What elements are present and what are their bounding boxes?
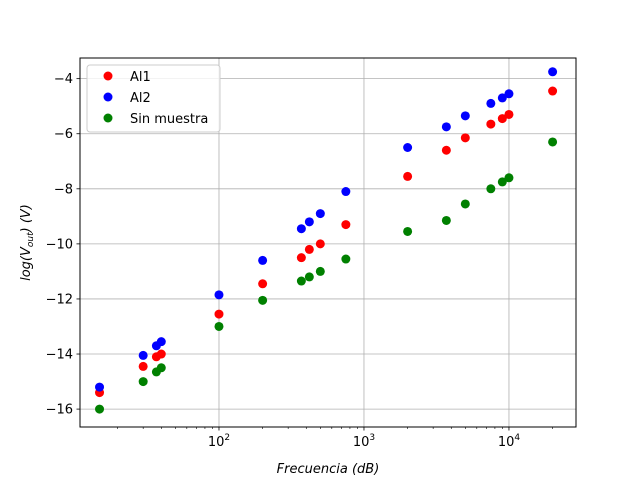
- data-point: [497, 114, 507, 124]
- y-tick-label: −8: [54, 182, 73, 197]
- data-point: [548, 67, 558, 77]
- legend: Al1 Al2 Sin muestra: [86, 64, 221, 133]
- x-axis-label: Frecuencia (dB): [277, 462, 380, 477]
- series-al2: [95, 67, 558, 392]
- data-point: [403, 142, 413, 152]
- x-tick-label: 103: [353, 433, 375, 450]
- data-point: [138, 350, 148, 360]
- data-point: [460, 199, 470, 209]
- data-point: [403, 226, 413, 236]
- legend-entries: Al1 Al2 Sin muestra: [103, 70, 208, 127]
- data-point: [486, 119, 496, 129]
- data-point: [486, 98, 496, 108]
- data-point: [504, 173, 514, 183]
- data-point: [156, 337, 166, 347]
- data-point: [504, 89, 514, 99]
- x-axis-label-unit: (dB): [352, 462, 379, 477]
- data-point: [214, 321, 224, 331]
- legend-label: Al1: [130, 70, 151, 85]
- x-tick-label: 104: [498, 433, 521, 450]
- data-point: [460, 133, 470, 143]
- data-point: [304, 272, 314, 282]
- legend-marker: [103, 71, 113, 81]
- plot-area-frame: [79, 57, 577, 428]
- data-point: [156, 349, 166, 359]
- data-point: [296, 224, 306, 234]
- data-point: [214, 290, 224, 300]
- data-point: [296, 253, 306, 263]
- data-point: [156, 363, 166, 373]
- legend-box: [86, 64, 221, 133]
- y-tick-label: −6: [54, 127, 73, 142]
- data-point: [441, 122, 451, 132]
- data-point: [497, 177, 507, 187]
- axis-ticks: 102 103 104 −16 −14 −12 −10 −8 −6 −4: [46, 72, 553, 450]
- data-point: [315, 209, 325, 219]
- y-axis-label-suffix: ) (V): [19, 204, 34, 233]
- y-tick-label: −14: [46, 348, 73, 363]
- data-point: [548, 137, 558, 147]
- y-axis-label-prefix: log(V: [19, 246, 34, 281]
- data-point: [341, 220, 351, 230]
- y-tick-label: −12: [46, 292, 73, 307]
- data-point: [486, 184, 496, 194]
- data-point: [460, 111, 470, 121]
- data-point: [95, 382, 105, 392]
- data-point: [548, 86, 558, 96]
- grid-lines: [80, 58, 576, 427]
- data-point: [403, 171, 413, 181]
- data-point: [304, 217, 314, 227]
- y-tick-label: −16: [46, 403, 73, 418]
- data-point: [341, 254, 351, 264]
- data-point: [315, 266, 325, 276]
- data-point: [258, 255, 268, 265]
- data-point: [304, 244, 314, 254]
- y-axis-label-subscript: out: [26, 232, 36, 247]
- data-point: [258, 279, 268, 289]
- data-point: [258, 295, 268, 305]
- legend-label: Sin muestra: [130, 112, 208, 127]
- legend-marker: [103, 92, 113, 102]
- x-tick-label: 102: [208, 433, 230, 450]
- data-point: [497, 93, 507, 103]
- data-point: [315, 239, 325, 249]
- legend-label: Al2: [130, 91, 151, 106]
- series-al1: [95, 86, 558, 398]
- data-point: [95, 404, 105, 414]
- data-point: [441, 145, 451, 155]
- data-point: [214, 309, 224, 319]
- series-sin-muestra: [95, 137, 558, 414]
- legend-marker: [103, 113, 113, 123]
- x-axis-label-main: Frecuencia: [277, 462, 348, 477]
- data-point: [138, 377, 148, 387]
- y-tick-label: −4: [54, 72, 73, 87]
- data-point: [504, 109, 514, 119]
- data-point: [138, 361, 148, 371]
- data-points: [95, 67, 558, 414]
- data-point: [296, 276, 306, 286]
- y-tick-label: −10: [46, 237, 73, 252]
- data-point: [441, 215, 451, 225]
- y-axis-label: log(Vout) (V): [19, 204, 36, 281]
- data-point: [341, 187, 351, 197]
